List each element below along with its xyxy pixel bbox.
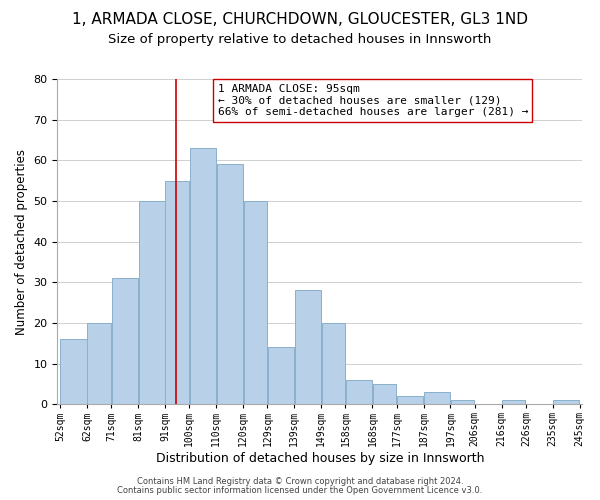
Bar (295, 290, 321, 404)
Bar (139, 201, 164, 404)
Bar (244, 201, 267, 404)
Bar (88, 323, 111, 404)
Bar (451, 400, 474, 404)
Bar (424, 392, 450, 404)
Bar (61, 339, 86, 404)
Bar (346, 380, 372, 404)
Text: Size of property relative to detached houses in Innsworth: Size of property relative to detached ho… (109, 32, 491, 46)
Bar (217, 164, 243, 404)
Bar (373, 384, 396, 404)
Bar (112, 278, 138, 404)
Text: Contains HM Land Registry data © Crown copyright and database right 2024.: Contains HM Land Registry data © Crown c… (137, 477, 463, 486)
Bar (553, 400, 579, 404)
Text: Contains public sector information licensed under the Open Government Licence v3: Contains public sector information licen… (118, 486, 482, 495)
Bar (190, 148, 216, 404)
Y-axis label: Number of detached properties: Number of detached properties (15, 148, 28, 334)
Text: 1, ARMADA CLOSE, CHURCHDOWN, GLOUCESTER, GL3 1ND: 1, ARMADA CLOSE, CHURCHDOWN, GLOUCESTER,… (72, 12, 528, 28)
Bar (322, 323, 345, 404)
Bar (268, 348, 294, 404)
X-axis label: Distribution of detached houses by size in Innsworth: Distribution of detached houses by size … (155, 452, 484, 465)
Text: 1 ARMADA CLOSE: 95sqm
← 30% of detached houses are smaller (129)
66% of semi-det: 1 ARMADA CLOSE: 95sqm ← 30% of detached … (218, 84, 528, 117)
Bar (502, 400, 526, 404)
Bar (397, 396, 423, 404)
Bar (166, 180, 189, 404)
